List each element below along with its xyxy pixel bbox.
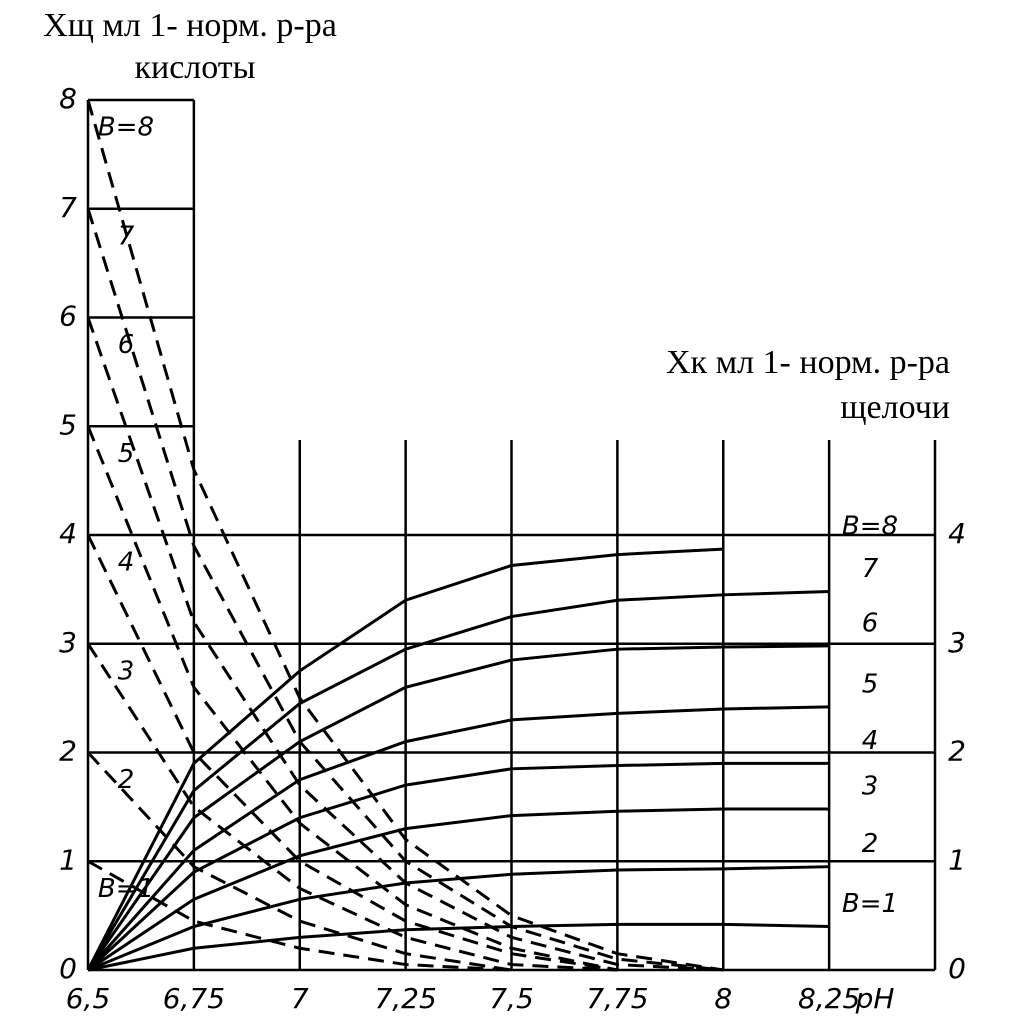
- acid-curve: [86, 642, 618, 972]
- curve-label: 7: [862, 554, 879, 584]
- x-tick-label: 7,75: [586, 982, 648, 1015]
- y-tick-label: 4: [59, 517, 77, 550]
- alkali-curve: [86, 590, 830, 971]
- curve-label: B=8: [842, 512, 898, 542]
- y2-title-line2: щелочи: [840, 389, 950, 426]
- curve-label: B=1: [842, 889, 898, 919]
- acid-curve: [86, 99, 724, 972]
- curve-label: 3: [862, 772, 879, 802]
- curve-label: 5: [118, 439, 135, 469]
- y2-tick-label: 2: [948, 735, 966, 768]
- y-tick-label: 7: [59, 191, 77, 224]
- y-tick-label: 6: [59, 300, 77, 333]
- chart-title: Хщ мл 1- норм. р-ра: [43, 7, 337, 44]
- y2-title: Хк мл 1- норм. р-ра: [666, 344, 950, 381]
- acid-curve: [86, 425, 618, 972]
- y-tick-label: 0: [59, 952, 77, 985]
- curve-label: 4: [118, 548, 135, 578]
- x-tick-label: 7,25: [374, 982, 436, 1015]
- y2-tick-label: 0: [948, 952, 966, 985]
- y-tick-label: 2: [59, 735, 77, 768]
- curve-label: 7: [118, 221, 135, 251]
- y2-tick-label: 4: [948, 517, 966, 550]
- alkali-curve: [86, 705, 830, 971]
- curve-label: 2: [862, 829, 879, 859]
- alkali-curve: [86, 644, 830, 971]
- y2-tick-label: 1: [948, 843, 966, 876]
- x-tick-label: 6,75: [163, 982, 225, 1015]
- curve-label: 2: [118, 765, 135, 795]
- x-tick-label: 8: [714, 982, 732, 1015]
- x-tick-label: 7: [291, 982, 309, 1015]
- alkali-curve: [86, 547, 724, 971]
- curve-label: 4: [862, 726, 879, 756]
- curve-label: B=1: [98, 874, 154, 904]
- acid-curve: [86, 317, 724, 972]
- curve-label: B=8: [98, 113, 154, 143]
- curve-label: 5: [862, 669, 879, 699]
- x-axis-label: pH: [855, 982, 895, 1015]
- acid-curve: [86, 534, 618, 972]
- acid-curve: [87, 859, 512, 972]
- y-tick-label: 3: [59, 626, 77, 659]
- acid-curve: [86, 751, 512, 972]
- curve-label: 6: [862, 608, 879, 638]
- x-tick-label: 8,25: [798, 982, 860, 1015]
- chart-title-line2: кислоты: [134, 49, 255, 86]
- alkali-curve: [87, 807, 830, 972]
- alkali-curve: [87, 922, 830, 972]
- alkali-curve: [86, 761, 830, 972]
- x-tick-label: 7,5: [489, 982, 534, 1015]
- y-tick-label: 5: [59, 408, 77, 441]
- y-tick-label: 8: [59, 82, 77, 115]
- acid-curve: [86, 208, 724, 972]
- y-tick-label: 1: [59, 843, 77, 876]
- curve-label: 6: [118, 330, 135, 360]
- x-tick-label: 6,5: [66, 982, 111, 1015]
- y2-tick-label: 3: [948, 626, 966, 659]
- alkali-curve: [87, 865, 830, 972]
- curve-label: 3: [118, 656, 135, 686]
